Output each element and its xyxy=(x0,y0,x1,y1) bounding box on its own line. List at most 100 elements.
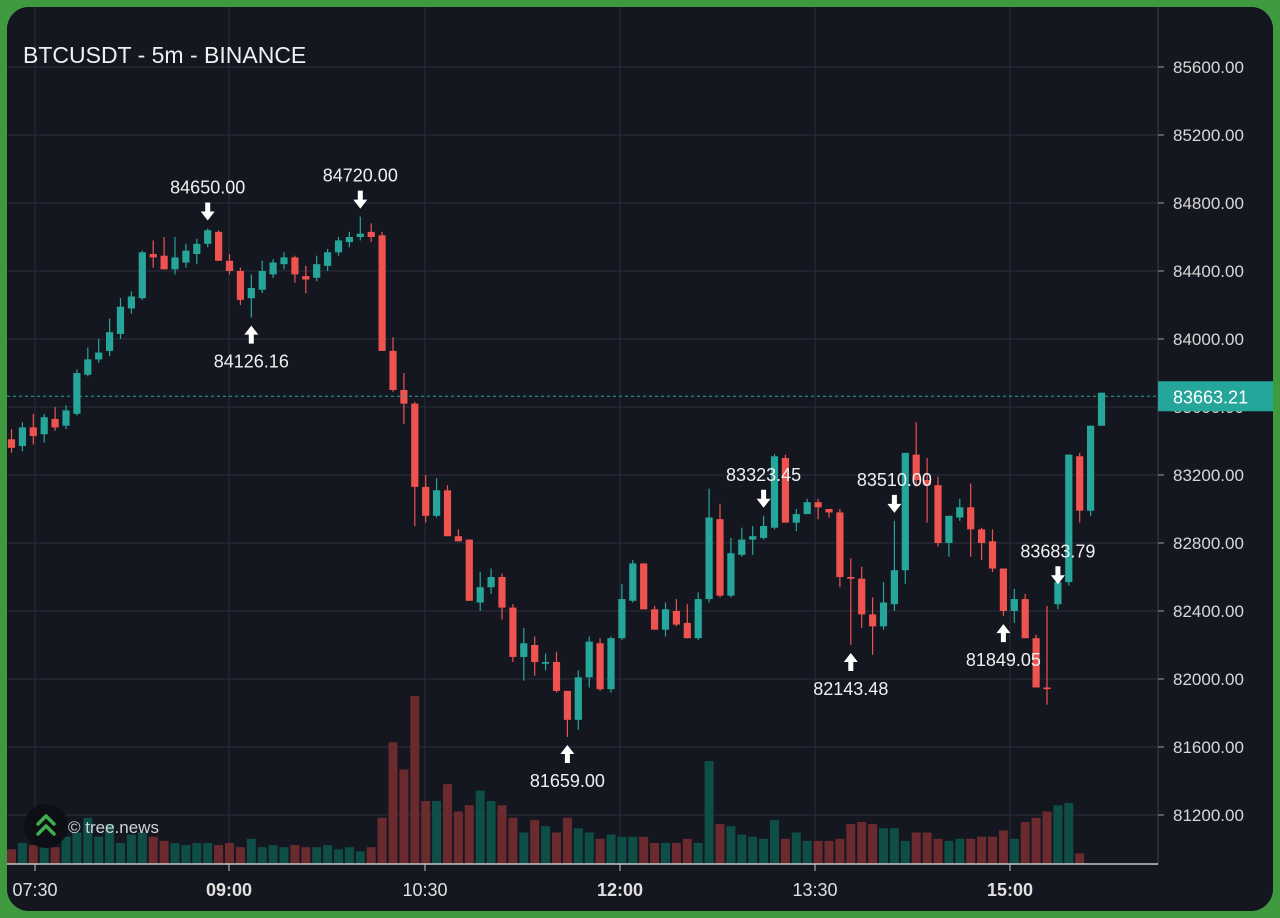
candle[interactable] xyxy=(193,238,201,265)
candle[interactable] xyxy=(912,422,920,487)
candle[interactable] xyxy=(269,259,277,278)
candle[interactable] xyxy=(618,583,626,640)
candle[interactable] xyxy=(116,298,125,339)
candle[interactable] xyxy=(901,452,909,584)
candle[interactable] xyxy=(661,602,670,637)
candle[interactable] xyxy=(749,526,757,555)
candle[interactable] xyxy=(443,485,452,537)
candle[interactable] xyxy=(1097,392,1106,426)
candle[interactable] xyxy=(836,509,844,588)
candle[interactable] xyxy=(792,509,800,532)
candle[interactable] xyxy=(73,369,81,416)
candle[interactable] xyxy=(51,407,59,431)
candle[interactable] xyxy=(858,566,866,628)
candle[interactable] xyxy=(781,454,789,523)
candle[interactable] xyxy=(879,582,888,630)
candle[interactable] xyxy=(869,597,877,655)
candle[interactable] xyxy=(204,228,212,248)
candle[interactable] xyxy=(672,599,680,627)
candle[interactable] xyxy=(694,592,702,640)
candle[interactable] xyxy=(923,458,931,523)
candlestick-chart[interactable]: 84650.00 84720.00 84126.16 81659.00 83323.45… xyxy=(7,7,1273,911)
candle[interactable] xyxy=(1054,582,1062,610)
candle[interactable] xyxy=(640,563,648,610)
candle[interactable] xyxy=(574,670,582,731)
candle[interactable] xyxy=(411,401,419,526)
candle[interactable] xyxy=(1043,605,1051,705)
candle[interactable] xyxy=(890,520,898,611)
candle[interactable] xyxy=(18,422,26,452)
candle[interactable] xyxy=(433,478,441,518)
candle[interactable] xyxy=(106,318,114,356)
candle[interactable] xyxy=(138,250,146,300)
candle[interactable] xyxy=(302,265,310,294)
time-axis[interactable]: 07:30 09:00 10:30 12:00 13:30 15:00 xyxy=(12,864,1033,900)
candle[interactable] xyxy=(542,653,550,671)
candle[interactable] xyxy=(1087,425,1095,516)
candle[interactable] xyxy=(999,568,1007,617)
candle[interactable] xyxy=(171,237,179,275)
candle[interactable] xyxy=(563,690,571,737)
candle[interactable] xyxy=(127,291,135,314)
candle[interactable] xyxy=(225,254,234,275)
candle[interactable] xyxy=(29,413,37,445)
candle[interactable] xyxy=(258,260,266,294)
candle[interactable] xyxy=(324,248,332,271)
candle[interactable] xyxy=(847,558,855,645)
candle[interactable] xyxy=(476,571,484,611)
candle[interactable] xyxy=(291,255,299,283)
candle[interactable] xyxy=(683,604,691,639)
price-axis[interactable]: 85600.00 85200.00 84800.00 84400.00 84000.00… xyxy=(1158,58,1244,825)
candle[interactable] xyxy=(247,274,255,318)
candle[interactable] xyxy=(400,373,408,424)
candle[interactable] xyxy=(1065,454,1073,586)
candle[interactable] xyxy=(967,483,975,557)
candle[interactable] xyxy=(236,267,244,305)
candle[interactable] xyxy=(487,568,495,595)
candle[interactable] xyxy=(95,339,103,363)
candle[interactable] xyxy=(716,503,724,598)
candle[interactable] xyxy=(531,636,539,676)
candle[interactable] xyxy=(367,223,375,243)
candle[interactable] xyxy=(1021,594,1029,639)
candle[interactable] xyxy=(149,240,157,268)
candle[interactable] xyxy=(160,237,168,270)
candle[interactable] xyxy=(62,405,70,430)
candle[interactable] xyxy=(520,628,528,681)
candle[interactable] xyxy=(356,216,364,241)
candle[interactable] xyxy=(422,475,430,523)
candle[interactable] xyxy=(814,498,822,520)
candle[interactable] xyxy=(552,651,561,693)
candle[interactable] xyxy=(988,529,997,572)
candle[interactable] xyxy=(215,230,223,261)
candle[interactable] xyxy=(334,237,343,256)
candle[interactable] xyxy=(7,429,16,453)
candle[interactable] xyxy=(465,539,473,601)
candle[interactable] xyxy=(454,529,462,542)
candle[interactable] xyxy=(40,413,48,443)
candle[interactable] xyxy=(607,636,615,693)
candle[interactable] xyxy=(956,498,964,521)
candle[interactable] xyxy=(825,509,833,518)
candle[interactable] xyxy=(727,537,735,598)
candle[interactable] xyxy=(934,476,942,547)
candle[interactable] xyxy=(705,488,713,603)
candle[interactable] xyxy=(596,638,604,691)
candle[interactable] xyxy=(345,231,353,248)
candle[interactable] xyxy=(280,252,288,270)
candle[interactable] xyxy=(738,527,746,557)
candle[interactable] xyxy=(1032,634,1040,688)
candle[interactable] xyxy=(585,636,593,688)
candle[interactable] xyxy=(770,454,779,530)
candle[interactable] xyxy=(313,255,321,282)
candle[interactable] xyxy=(498,573,506,620)
candle[interactable] xyxy=(945,515,953,557)
candle[interactable] xyxy=(651,605,659,630)
candle[interactable] xyxy=(378,231,386,351)
candle[interactable] xyxy=(182,243,190,268)
candle[interactable] xyxy=(509,604,517,662)
candle[interactable] xyxy=(1010,588,1018,623)
candle[interactable] xyxy=(760,515,768,540)
candle[interactable] xyxy=(389,337,397,392)
candle[interactable] xyxy=(803,498,811,515)
